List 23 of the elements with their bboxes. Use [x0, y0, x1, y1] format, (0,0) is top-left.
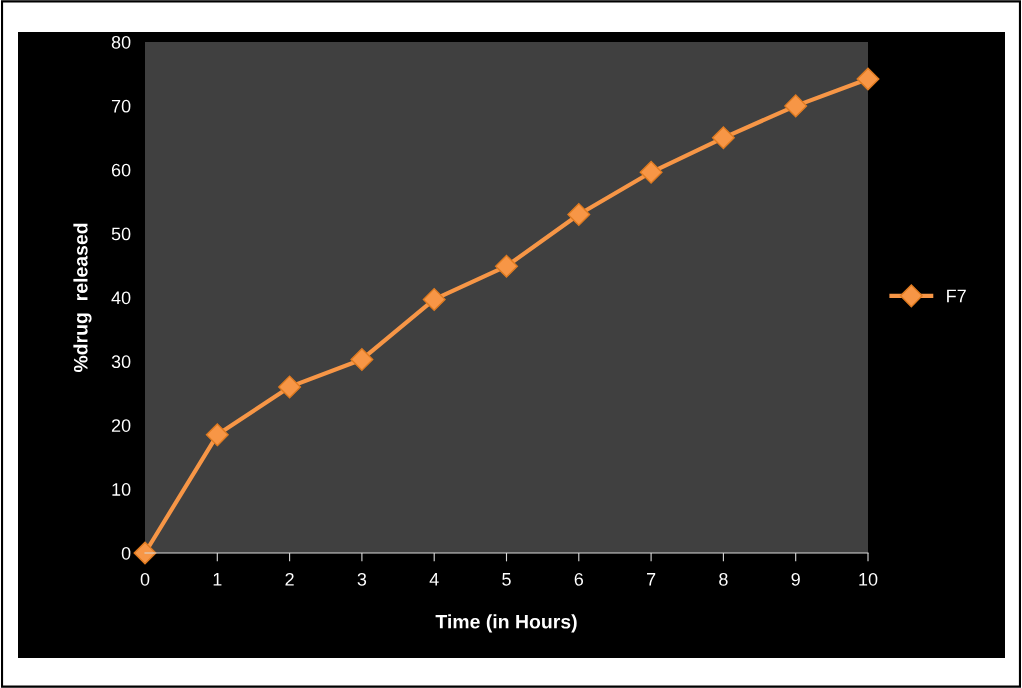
y-tick-label: 80 [111, 35, 131, 49]
x-tick-label: 7 [647, 573, 656, 586]
x-tick-label: 1 [213, 573, 222, 586]
x-tick-label: 5 [502, 573, 511, 586]
x-tick-label: 2 [285, 572, 294, 586]
x-axis-title: Time (in Hours) [435, 614, 577, 633]
y-tick-label: 50 [111, 227, 131, 241]
x-tick-label: 4 [429, 573, 439, 586]
y-tick-label: 10 [112, 483, 131, 496]
y-tick-label: 60 [111, 163, 131, 177]
legend-label: F7 [947, 289, 966, 303]
y-tick-label: 20 [111, 419, 131, 432]
x-tick-label: 8 [719, 572, 728, 586]
y-tick-label: 30 [111, 355, 131, 369]
x-tick-label: 3 [357, 572, 367, 586]
x-tick-label: 0 [140, 572, 150, 586]
y-tick-label: 0 [121, 546, 131, 560]
x-tick-label: 9 [791, 572, 800, 586]
x-tick-label: 6 [574, 572, 584, 586]
y-axis-title: %drug released [73, 223, 92, 373]
x-tick-label: 10 [859, 572, 878, 586]
y-tick-label: 40 [111, 291, 131, 305]
y-tick-label: 70 [111, 99, 131, 113]
